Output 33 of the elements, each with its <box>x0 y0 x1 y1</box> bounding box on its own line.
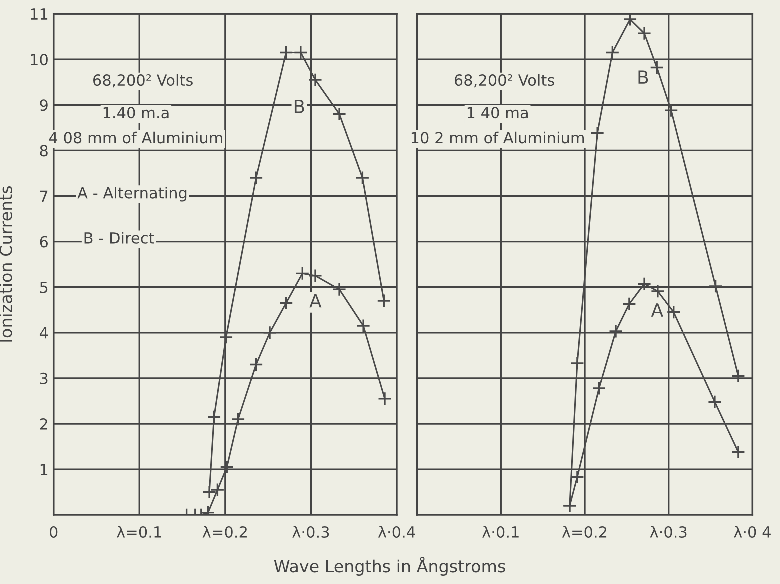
y-tick-label: 5 <box>40 282 48 294</box>
series-label: B <box>638 70 648 84</box>
annotation: 1.40 m.a <box>104 107 169 119</box>
x-tick-label: λ·0.3 <box>292 526 330 538</box>
y-tick-label: 6 <box>40 236 48 248</box>
annotation: 68,200² Volts <box>93 74 193 88</box>
annotation: 1 40 ma <box>468 107 528 119</box>
x-tick-label: λ=0.2 <box>202 526 247 538</box>
y-tick-label: 4 <box>40 328 48 339</box>
series-label: A <box>651 304 664 317</box>
y-tick-label: 3 <box>40 372 48 384</box>
y-tick-label: 8 <box>40 145 48 157</box>
annotation: B - Direct <box>84 232 154 244</box>
annotation: 4 08 mm of Aluminium <box>49 132 222 144</box>
x-tick-label: λ=0.2 <box>562 526 607 538</box>
y-tick-label: 9 <box>40 100 48 112</box>
annotation: A - Alternating <box>78 187 187 202</box>
y-tick-label: 1 <box>40 464 48 476</box>
x-tick-label: λ·0.4 <box>378 526 416 538</box>
y-tick-label: 10 <box>31 54 48 66</box>
x-tick-label: λ·0.3 <box>650 526 687 538</box>
y-tick-label: 11 <box>31 8 48 20</box>
x-tick-label: λ=0.1 <box>117 526 162 538</box>
series-label: A <box>310 294 322 308</box>
y-tick-label: 2 <box>40 418 48 430</box>
x-tick-label: λ·0 4 <box>734 526 771 538</box>
x-tick-label: λ·0.1 <box>482 526 519 538</box>
annotation: 10 2 mm of Aluminium <box>412 132 584 144</box>
annotation: 68,200² Volts <box>454 74 554 88</box>
y-tick-label: 7 <box>40 190 48 202</box>
x-tick-label: 0 <box>50 526 58 538</box>
x-axis-title: Wave Lengths in Ångstroms <box>274 557 506 576</box>
series-label: B <box>294 100 304 114</box>
